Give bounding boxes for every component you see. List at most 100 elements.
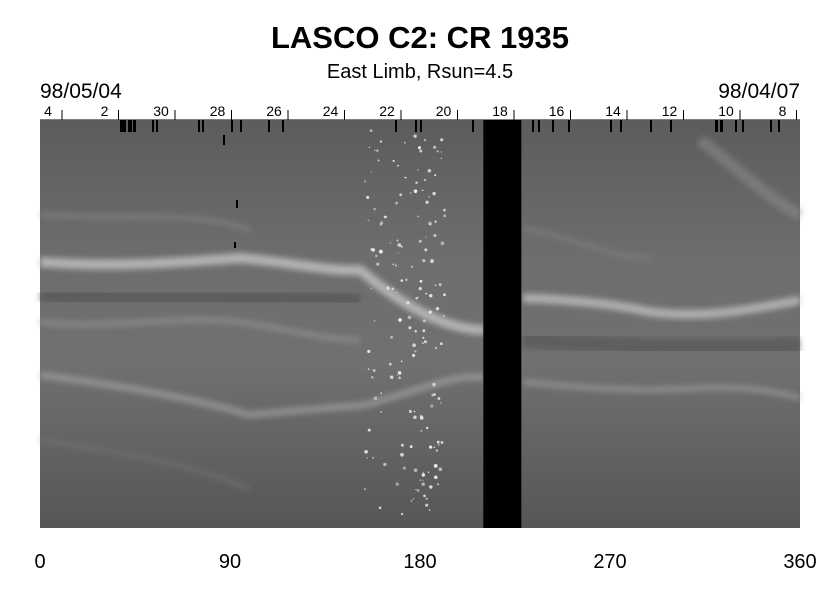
speckle [425,236,427,239]
speckle [397,371,402,375]
speckle [370,287,373,290]
day-label: 18 [492,103,508,119]
speckle [379,249,383,254]
start-date-label: 98/05/04 [40,80,122,103]
top-mark [395,120,397,132]
speckle [364,488,366,491]
speckle [414,350,417,353]
speckle [412,353,416,358]
speckle [437,397,441,400]
x-tick-label: 180 [403,551,436,573]
top-mark [770,120,772,132]
top-mark [133,120,136,132]
speckle [406,301,410,305]
speckle [366,457,369,459]
speckle [397,243,402,247]
speckle [370,248,374,251]
day-label: 4 [44,103,52,119]
top-mark [532,120,534,132]
x-axis-tick-labels: 0 90 180 270 360 [34,551,816,573]
top-mark [240,120,242,132]
speckle [419,414,423,418]
speckle [400,279,404,282]
speckle [424,248,428,252]
speckle [423,340,427,344]
speckle [409,192,412,194]
streamer-band [696,135,803,221]
day-labels: 4 2 30 28 26 24 22 20 18 16 14 12 10 8 [44,103,787,119]
streamer-band [39,212,251,233]
speckle [438,467,443,472]
speckle [431,393,435,397]
speckle [379,223,382,226]
speckle [429,293,433,298]
cme-streaks [54,140,731,528]
speckle [400,452,404,457]
speckle [438,444,440,446]
speckle [390,335,393,339]
speckle [417,215,420,218]
top-mark [735,120,737,132]
top-mark [198,120,200,132]
speckle [413,134,417,138]
speckle [398,376,401,379]
top-mark [552,120,554,132]
speckle [421,473,425,477]
speckle [436,483,440,486]
speckle [367,349,371,354]
speckle [413,410,416,413]
speckle [392,263,395,266]
speckle [434,475,438,480]
day-label: 20 [436,103,452,119]
speckle [373,320,376,322]
streamer-band [39,252,486,335]
speckle [364,450,368,454]
speckle [425,503,429,507]
speckle [408,326,412,330]
speckle [373,207,376,211]
top-mark [610,120,612,132]
speckle [428,310,432,314]
speckle [440,440,444,444]
speckle [403,176,406,179]
speckle [422,319,426,323]
speckle [395,201,398,205]
top-mark [223,135,225,145]
speckle [440,342,443,346]
day-label: 22 [379,103,395,119]
top-mark [231,120,233,132]
x-tick-label: 0 [34,551,45,573]
speckle [400,360,403,362]
top-mark [120,120,126,132]
speckle [369,129,373,133]
top-mark [538,120,540,132]
speckle [414,330,417,333]
speckle [376,149,379,152]
speckle [433,446,436,449]
speckle [418,286,422,291]
speckle [440,241,445,246]
speckle [377,159,380,162]
speckle [427,169,432,173]
speckle [421,342,424,345]
top-mark [156,120,158,132]
speckle [402,466,406,470]
speckle [395,482,399,486]
top-mark [420,120,422,132]
speckle [415,181,418,185]
speckle [375,254,378,258]
speckle [420,429,423,432]
speckle [388,362,392,366]
day-label: 30 [153,103,169,119]
speckle [376,262,380,266]
chart-title: LASCO C2: CR 1935 [271,20,569,55]
speckle [439,402,442,404]
speckle [386,286,390,290]
speckle [389,242,392,244]
streamer-band [39,438,251,492]
speckle [430,259,434,264]
day-label: 24 [323,103,339,119]
top-mark [742,120,744,132]
top-mark [778,120,780,132]
speckle [412,497,415,500]
